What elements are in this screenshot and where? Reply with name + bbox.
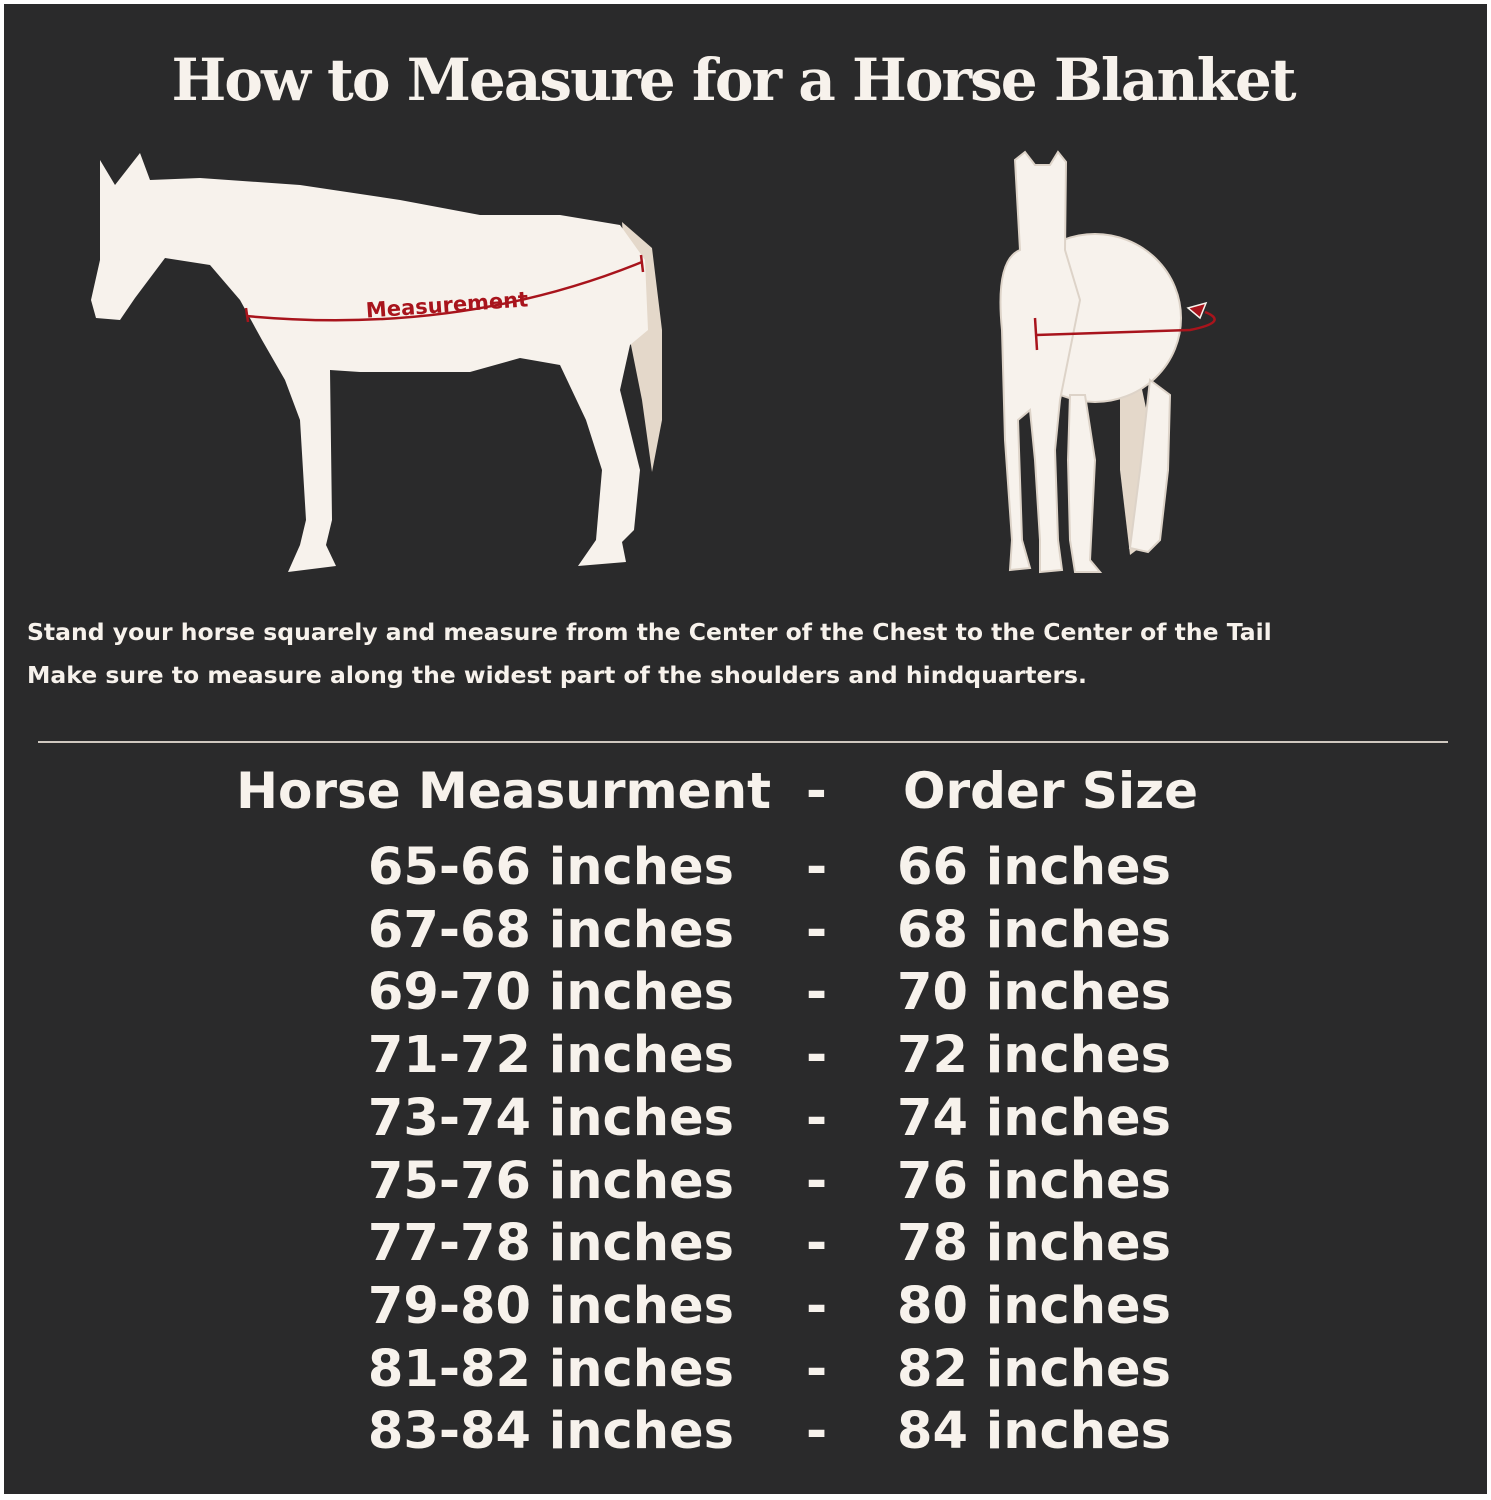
table-row: 69-70 inches - 70 inches — [0, 963, 1491, 1025]
row-separator: - — [806, 1151, 828, 1211]
table-row: 77-78 inches - 78 inches — [0, 1214, 1491, 1276]
horse-measurement: 81-82 inches — [367, 1339, 734, 1399]
row-separator: - — [806, 1402, 828, 1462]
table-row: 79-80 inches - 80 inches — [0, 1277, 1491, 1339]
horse-measurement: 73-74 inches — [367, 1088, 734, 1148]
horse-measurement: 79-80 inches — [367, 1276, 734, 1336]
instruction-line-2: Make sure to measure along the widest pa… — [27, 661, 1087, 689]
page-title: How to Measure for a Horse Blanket — [171, 46, 1296, 114]
horse-measurement: 75-76 inches — [367, 1151, 734, 1211]
horse-side-view-illustration: Measurement — [91, 153, 662, 572]
instruction-line-1: Stand your horse squarely and measure fr… — [27, 618, 1272, 646]
row-separator: - — [806, 1088, 828, 1148]
horse-measurement: 69-70 inches — [367, 963, 734, 1023]
horse-measurement: 71-72 inches — [367, 1026, 734, 1086]
table-row: 73-74 inches - 74 inches — [0, 1089, 1491, 1151]
order-size: 82 inches — [897, 1339, 1172, 1399]
horse-diagrams: Measurement — [91, 150, 1216, 574]
order-size: 76 inches — [897, 1151, 1172, 1211]
order-size: 84 inches — [897, 1402, 1172, 1462]
header-horse-measurement: Horse Measurment — [236, 762, 771, 820]
horse-measurement: 67-68 inches — [367, 900, 734, 960]
row-separator: - — [806, 838, 828, 897]
order-size: 68 inches — [897, 900, 1172, 960]
header-order-size: Order Size — [903, 762, 1199, 820]
row-separator: - — [806, 963, 828, 1023]
table-row: 83-84 inches - 84 inches — [0, 1402, 1491, 1464]
row-separator: - — [806, 900, 828, 960]
row-separator: - — [806, 1276, 828, 1336]
table-row: 71-72 inches - 72 inches — [0, 1026, 1491, 1088]
order-size: 80 inches — [897, 1276, 1172, 1336]
order-size: 66 inches — [897, 838, 1172, 897]
table-row: 81-82 inches - 82 inches — [0, 1340, 1491, 1402]
order-size: 70 inches — [897, 963, 1172, 1023]
horse-measurement: 83-84 inches — [367, 1402, 734, 1462]
divider — [38, 741, 1448, 743]
table-row: 65-66 inches - 66 inches — [0, 838, 1491, 900]
horse-measurement: 65-66 inches — [367, 838, 734, 897]
order-size: 74 inches — [897, 1088, 1172, 1148]
horse-measurement: 77-78 inches — [367, 1214, 734, 1274]
measurement-line — [245, 260, 643, 322]
row-separator: - — [806, 1026, 828, 1086]
row-separator: - — [806, 1339, 828, 1399]
order-size: 72 inches — [897, 1026, 1172, 1086]
arrowhead-icon — [1186, 301, 1208, 320]
table-header: Horse Measurment - Order Size — [0, 762, 1491, 824]
header-separator: - — [806, 762, 827, 820]
front-measurement-line — [1035, 310, 1216, 337]
horse-side-body — [91, 153, 648, 572]
order-size: 78 inches — [897, 1214, 1172, 1274]
row-separator: - — [806, 1214, 828, 1274]
table-row: 75-76 inches - 76 inches — [0, 1152, 1491, 1214]
table-row: 67-68 inches - 68 inches — [0, 901, 1491, 963]
horse-front-view-illustration — [999, 150, 1216, 574]
